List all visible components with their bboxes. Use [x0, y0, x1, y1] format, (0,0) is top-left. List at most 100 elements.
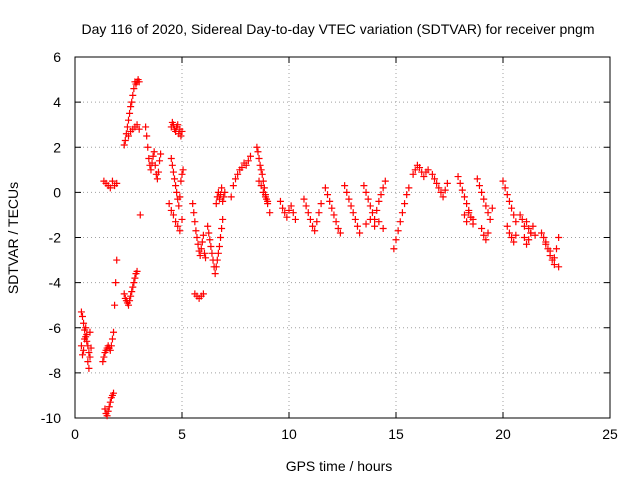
- data-point: [394, 227, 402, 235]
- data-point: [85, 364, 93, 372]
- data-point: [555, 263, 563, 271]
- data-point: [219, 215, 227, 223]
- data-point: [441, 186, 449, 194]
- data-point: [538, 229, 546, 237]
- data-point: [416, 164, 424, 172]
- data-point: [463, 218, 471, 226]
- data-point: [110, 389, 118, 397]
- data-point: [285, 206, 293, 214]
- data-points: [77, 76, 563, 420]
- y-tick-label: -2: [49, 230, 62, 246]
- data-point: [371, 222, 379, 230]
- data-point: [229, 182, 237, 190]
- data-point: [287, 202, 295, 210]
- data-point: [276, 197, 284, 205]
- data-point: [190, 209, 198, 217]
- data-point: [431, 175, 439, 183]
- data-point: [433, 179, 441, 187]
- axis-ticks: 0 5 10 15 20 25 -10 -8 -6 -4 -2 0 2 4 6: [41, 49, 618, 442]
- data-point: [443, 179, 451, 187]
- data-point: [242, 161, 250, 169]
- data-point: [516, 211, 524, 219]
- data-point: [356, 229, 364, 237]
- data-point: [546, 247, 554, 255]
- data-point: [86, 353, 94, 361]
- data-point: [130, 85, 138, 93]
- data-point: [523, 218, 531, 226]
- data-point: [143, 132, 151, 140]
- data-point: [176, 227, 184, 235]
- x-tick-label: 5: [178, 426, 186, 442]
- data-point: [156, 157, 164, 165]
- data-point: [334, 224, 342, 232]
- data-point: [125, 116, 132, 124]
- data-point: [217, 234, 225, 241]
- data-point: [227, 193, 235, 201]
- data-point: [525, 224, 533, 232]
- data-point: [478, 188, 486, 196]
- data-point: [78, 312, 86, 320]
- data-point: [257, 182, 265, 190]
- data-point: [86, 328, 94, 336]
- data-point: [105, 403, 113, 411]
- data-point: [330, 211, 338, 219]
- data-point: [123, 123, 131, 131]
- data-point: [349, 209, 357, 217]
- data-point: [175, 202, 183, 210]
- data-point: [99, 358, 107, 366]
- data-point: [313, 218, 321, 226]
- y-tick-label: -10: [41, 410, 61, 426]
- data-point: [112, 279, 120, 287]
- data-point: [204, 222, 212, 230]
- data-point: [127, 292, 135, 300]
- data-point: [291, 215, 299, 223]
- data-point: [480, 231, 488, 239]
- data-point: [503, 222, 511, 230]
- data-point: [202, 254, 210, 262]
- data-point: [343, 188, 351, 196]
- data-point: [168, 161, 176, 169]
- data-point: [153, 175, 161, 183]
- data-point: [125, 132, 132, 140]
- data-point: [360, 182, 368, 190]
- data-point: [306, 215, 314, 223]
- data-point: [172, 218, 180, 226]
- data-point: [304, 209, 312, 217]
- data-point: [460, 193, 468, 201]
- data-point: [215, 243, 223, 251]
- data-point: [128, 98, 136, 106]
- y-tick-label: 6: [53, 49, 61, 65]
- x-tick-label: 10: [281, 426, 297, 442]
- data-point: [375, 197, 383, 205]
- y-tick-label: -4: [49, 275, 62, 291]
- y-tick-label: 4: [53, 94, 61, 110]
- data-point: [238, 164, 246, 172]
- data-point: [324, 191, 332, 199]
- data-point: [368, 209, 376, 217]
- data-point: [456, 179, 464, 187]
- data-point: [553, 245, 560, 253]
- data-point: [218, 184, 226, 192]
- data-point: [315, 209, 323, 217]
- data-point: [505, 197, 513, 205]
- data-point: [283, 213, 291, 221]
- data-point: [465, 209, 473, 217]
- data-point: [255, 155, 263, 163]
- grid-lines: [75, 57, 610, 418]
- data-point: [234, 170, 242, 178]
- data-point: [379, 184, 387, 192]
- data-point: [212, 263, 220, 271]
- data-point: [510, 238, 518, 246]
- data-point: [508, 234, 516, 241]
- data-point: [328, 204, 336, 212]
- data-point: [214, 249, 222, 257]
- data-point: [281, 209, 289, 217]
- data-point: [392, 236, 400, 244]
- data-point: [144, 143, 152, 151]
- data-point: [205, 229, 213, 237]
- data-point: [206, 236, 214, 244]
- x-tick-label: 25: [602, 426, 618, 442]
- data-point: [508, 204, 516, 212]
- data-point: [200, 249, 208, 257]
- data-point: [326, 197, 334, 205]
